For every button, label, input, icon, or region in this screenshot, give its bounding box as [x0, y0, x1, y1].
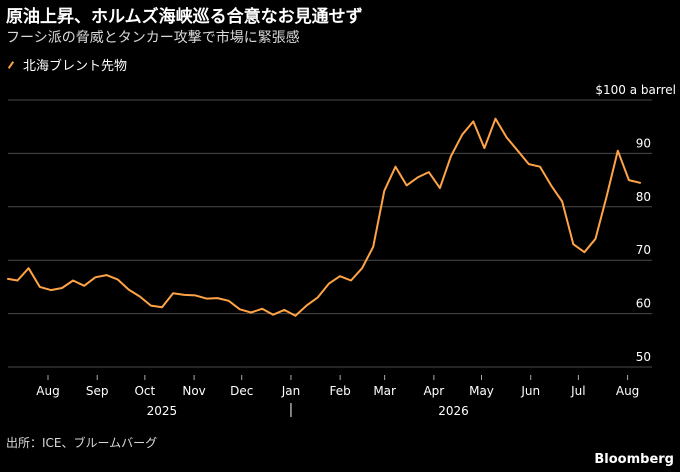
- legend-label: 北海ブレント先物: [23, 59, 128, 74]
- y-tick-label-90: 90: [636, 136, 651, 150]
- x-tick-label: Sep: [86, 384, 109, 398]
- x-tick-label: Jul: [570, 384, 585, 398]
- x-tick-label: Aug: [616, 384, 639, 398]
- x-tick-label: Oct: [134, 384, 155, 398]
- legend: 北海ブレント先物: [6, 55, 127, 74]
- x-axis-ticks: Aug Sep Oct Nov Dec Jan Feb Mar Apr May Jun Jul Aug 2…: [36, 375, 639, 418]
- x-tick-label: Dec: [230, 384, 253, 398]
- x-year-label-2026: 2026: [438, 404, 469, 418]
- x-tick-label: Nov: [182, 384, 205, 398]
- x-tick-label: May: [469, 384, 494, 398]
- chart-title: 原油上昇、ホルムズ海峡巡る合意なお見通せず: [6, 7, 363, 27]
- y-axis-ticks: $100 a barrel 50 60 70 80 90: [595, 83, 676, 364]
- y-tick-label-70: 70: [636, 243, 651, 257]
- gridlines: [8, 99, 652, 368]
- x-tick-label: Apr: [423, 384, 444, 398]
- series-layer: [7, 117, 641, 317]
- x-tick-label: Jan: [281, 384, 301, 398]
- x-tick-label: Aug: [36, 384, 59, 398]
- chart-subtitle: フーシ派の脅威とタンカー攻撃で市場に緊張感: [6, 30, 300, 46]
- series-line-brent: [7, 117, 641, 317]
- y-tick-label-50: 50: [636, 350, 651, 364]
- y-unit-label: $100 a barrel: [595, 83, 676, 97]
- y-tick-label-80: 80: [636, 190, 651, 204]
- x-tick-label: Feb: [330, 384, 351, 398]
- source-note: 出所：ICE、ブルームバーグ: [6, 436, 158, 450]
- x-tick-label: Jun: [520, 384, 540, 398]
- x-tick-label: Mar: [373, 384, 396, 398]
- y-tick-label-60: 60: [636, 297, 651, 311]
- x-year-label-2025: 2025: [147, 404, 178, 418]
- bloomberg-logo: Bloomberg: [594, 452, 674, 467]
